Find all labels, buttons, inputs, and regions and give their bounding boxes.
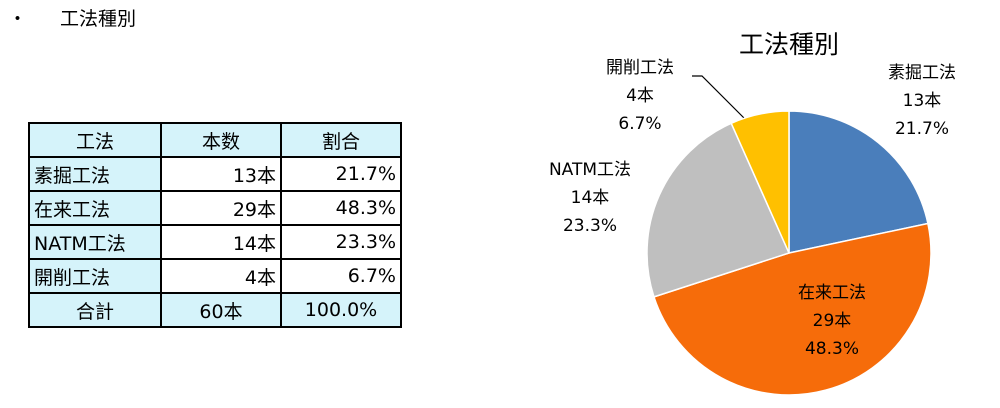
pie-slice [730,110,790,254]
table-row: NATM工法 14本 23.3% [28,224,402,260]
table-cell: 14本 [160,224,282,260]
data-label-name: 素掘工法 [888,63,956,83]
table-cell: 開削工法 [28,258,162,294]
table-cell: 60本 [160,292,282,328]
table-cell: 23.3% [280,224,402,260]
heading-title: 工法種別 [60,8,137,30]
table-cell: 素掘工法 [28,156,162,192]
chart: 工法種別 素掘工法 13本 21.7% 在来工法 29本 48.3% NATM工法 14本 23… [549,30,956,396]
table-cell: 割合 [280,122,402,158]
data-label-count: 14本 [571,188,610,208]
table-cell: 29本 [160,190,282,226]
table-row: 合計 60本 100.0% [28,292,402,328]
table-cell: 100.0% [280,292,402,328]
table-row: 工法 本数 割合 [28,122,402,158]
pie-slice [788,110,929,254]
pie-slice [646,122,791,298]
table-cell: 48.3% [280,190,402,226]
leader-line [692,75,747,121]
table-cell: NATM工法 [28,224,162,260]
data-label-name: 開削工法 [606,58,674,78]
table-cell: 6.7% [280,258,402,294]
table: 工法 本数 割合 素掘工法 13本 21.7% 在来工法 29本 48.3% NATM工法 14本 2… [28,122,402,328]
table-cell: 合計 [28,292,162,328]
heading: ・ 工法種別 [8,4,136,31]
bullet: ・ [8,8,28,30]
data-label-percent: 23.3% [563,216,617,236]
pie-slice [653,222,932,396]
table-cell: 13本 [160,156,282,192]
table-row: 素掘工法 13本 21.7% [28,156,402,192]
data-label-name: 在来工法 [798,283,866,303]
data-label-percent: 21.7% [895,119,949,139]
table-cell: 在来工法 [28,190,162,226]
data-label-count: 4本 [626,86,654,106]
table-row: 在来工法 29本 48.3% [28,190,402,226]
table-cell: 4本 [160,258,282,294]
data-label-percent: 6.7% [618,114,661,134]
table-row: 開削工法 4本 6.7% [28,258,402,294]
table-cell: 本数 [160,122,282,158]
chart-title: 工法種別 [739,30,839,59]
data-label-count: 29本 [813,311,852,331]
data-label-name: NATM工法 [549,160,631,180]
data-label-count: 13本 [903,91,942,111]
table-cell: 21.7% [280,156,402,192]
table-cell: 工法 [28,122,162,158]
data-label-percent: 48.3% [805,339,859,359]
